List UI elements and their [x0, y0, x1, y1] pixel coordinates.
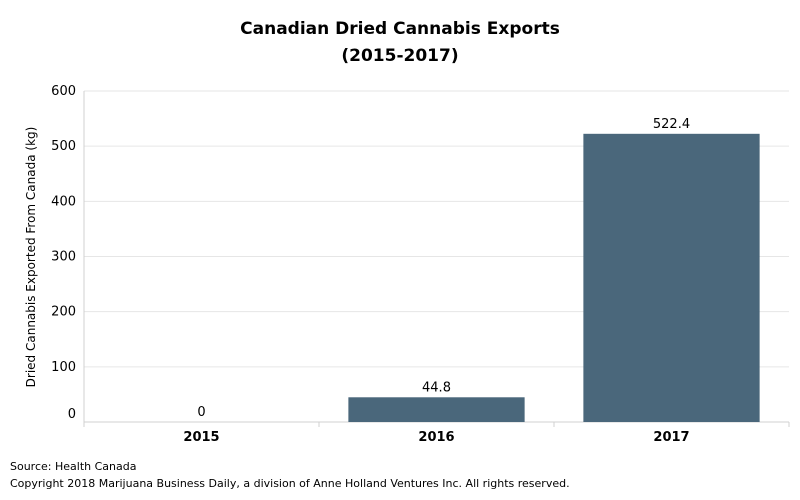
y-tick-label: 100 — [51, 360, 76, 375]
bars — [348, 133, 760, 422]
data-label-2015: 0 — [197, 405, 205, 420]
y-tick-labels: 0 100 200 300 400 500 600 — [51, 84, 76, 422]
chart-title: Canadian Dried Cannabis Exports — [240, 19, 560, 39]
y-tick-label: 400 — [51, 194, 76, 209]
data-labels: 0 44.8 522.4 — [197, 117, 690, 420]
category-labels: 2015 2016 2017 — [183, 430, 689, 445]
y-tick-label: 300 — [51, 250, 76, 265]
chart-subtitle: (2015-2017) — [341, 46, 459, 66]
y-tick-label: 600 — [51, 84, 76, 99]
bar-2016 — [348, 397, 525, 422]
copyright-note: Copyright 2018 Marijuana Business Daily,… — [10, 477, 570, 490]
source-note: Source: Health Canada — [10, 460, 137, 473]
y-tick-label: 0 — [68, 407, 76, 422]
category-label-2015: 2015 — [183, 430, 219, 445]
y-axis-label: Dried Cannabis Exported From Canada (kg) — [24, 127, 38, 388]
category-label-2017: 2017 — [653, 430, 689, 445]
y-tick-label: 200 — [51, 305, 76, 320]
data-label-2017: 522.4 — [653, 117, 690, 132]
bar-2017 — [583, 133, 760, 422]
y-tick-label: 500 — [51, 139, 76, 154]
category-label-2016: 2016 — [418, 430, 454, 445]
data-label-2016: 44.8 — [422, 380, 451, 395]
